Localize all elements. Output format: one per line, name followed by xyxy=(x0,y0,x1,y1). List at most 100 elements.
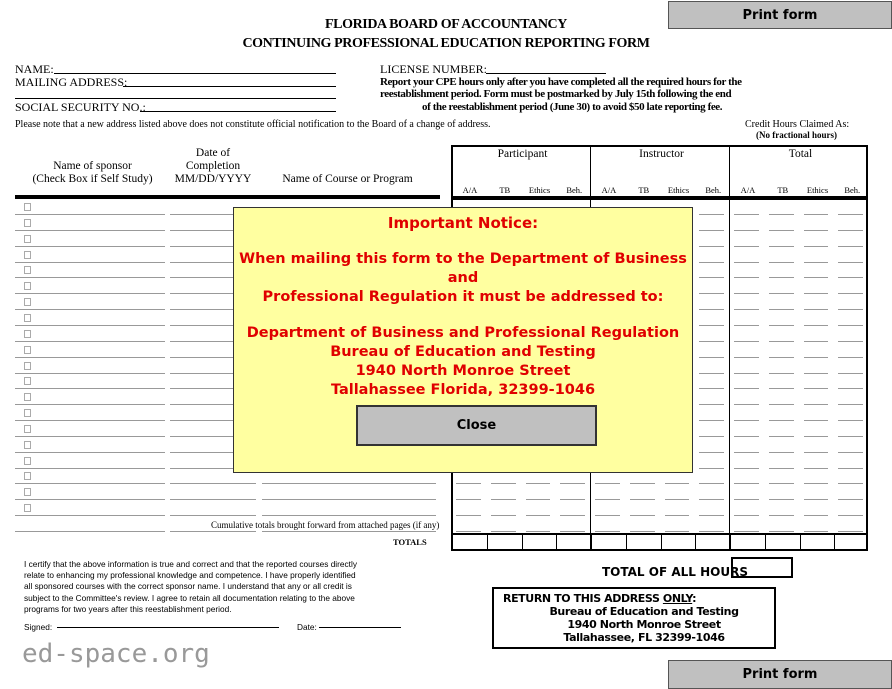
hours-field[interactable] xyxy=(768,214,794,215)
sponsor-field[interactable] xyxy=(15,261,165,263)
sponsor-field[interactable] xyxy=(15,451,165,453)
totals-cell[interactable] xyxy=(591,535,626,551)
hours-field[interactable] xyxy=(699,309,724,311)
totals-cell[interactable] xyxy=(764,535,800,551)
sponsor-field[interactable] xyxy=(15,404,165,406)
hours-field[interactable] xyxy=(734,404,759,406)
hours-field[interactable] xyxy=(699,515,724,517)
hours-field[interactable] xyxy=(768,420,794,422)
hours-field[interactable] xyxy=(664,531,690,532)
totals-cell[interactable] xyxy=(799,535,835,551)
hours-field[interactable] xyxy=(768,404,794,406)
totals-cell[interactable] xyxy=(625,535,661,551)
sponsor-field[interactable] xyxy=(15,388,165,390)
self-study-checkbox[interactable] xyxy=(24,250,31,259)
hours-field[interactable] xyxy=(768,340,794,342)
date-field[interactable] xyxy=(170,356,256,358)
hours-field[interactable] xyxy=(803,404,829,406)
hours-field[interactable] xyxy=(629,499,655,501)
hours-field[interactable] xyxy=(734,372,759,374)
hours-field[interactable] xyxy=(838,388,863,390)
hours-field[interactable] xyxy=(699,229,724,231)
sponsor-field[interactable] xyxy=(15,293,165,295)
hours-field[interactable] xyxy=(595,483,620,485)
self-study-checkbox[interactable] xyxy=(24,504,31,513)
course-field[interactable] xyxy=(262,499,436,501)
hours-field[interactable] xyxy=(664,483,690,485)
hours-field[interactable] xyxy=(734,261,759,263)
sponsor-field[interactable] xyxy=(15,356,165,358)
date-field[interactable] xyxy=(170,420,256,422)
date-field[interactable] xyxy=(170,340,256,342)
course-field[interactable] xyxy=(262,483,436,485)
hours-field[interactable] xyxy=(803,451,829,453)
hours-field[interactable] xyxy=(699,372,724,374)
print-form-button-top[interactable]: Print form xyxy=(668,1,892,29)
hours-field[interactable] xyxy=(838,324,863,326)
self-study-checkbox[interactable] xyxy=(24,409,31,418)
hours-field[interactable] xyxy=(734,531,759,532)
hours-field[interactable] xyxy=(734,388,759,390)
hours-field[interactable] xyxy=(803,261,829,263)
date-field[interactable] xyxy=(170,499,256,501)
hours-field[interactable] xyxy=(699,293,724,295)
self-study-checkbox[interactable] xyxy=(24,218,31,227)
sponsor-field[interactable] xyxy=(15,309,165,311)
sponsor-field[interactable] xyxy=(15,229,165,231)
totals-cell[interactable] xyxy=(486,535,522,551)
hours-field[interactable] xyxy=(629,531,655,532)
self-study-checkbox[interactable] xyxy=(24,203,31,211)
hours-field[interactable] xyxy=(664,499,690,501)
hours-field[interactable] xyxy=(803,388,829,390)
hours-field[interactable] xyxy=(803,531,829,532)
hours-field[interactable] xyxy=(629,515,655,517)
hours-field[interactable] xyxy=(734,467,759,469)
hours-field[interactable] xyxy=(803,229,829,231)
date-field[interactable] xyxy=(170,372,256,374)
hours-field[interactable] xyxy=(838,229,863,231)
total-all-hours-field[interactable] xyxy=(731,557,793,578)
mailing-address-field[interactable] xyxy=(123,86,336,87)
hours-field[interactable] xyxy=(768,229,794,231)
hours-field[interactable] xyxy=(734,309,759,311)
hours-field[interactable] xyxy=(803,467,829,469)
hours-field[interactable] xyxy=(734,515,759,517)
hours-field[interactable] xyxy=(456,531,481,532)
hours-field[interactable] xyxy=(803,435,829,437)
sponsor-field[interactable] xyxy=(15,372,165,374)
hours-field[interactable] xyxy=(560,531,585,532)
totals-cell[interactable] xyxy=(452,535,487,551)
hours-field[interactable] xyxy=(664,515,690,517)
hours-field[interactable] xyxy=(595,515,620,517)
sponsor-field[interactable] xyxy=(15,435,165,437)
hours-field[interactable] xyxy=(734,483,759,485)
hours-field[interactable] xyxy=(838,261,863,263)
sponsor-field[interactable] xyxy=(15,245,165,247)
hours-field[interactable] xyxy=(699,435,724,437)
totals-cell[interactable] xyxy=(834,535,869,551)
date-field[interactable] xyxy=(170,515,256,517)
hours-field[interactable] xyxy=(490,531,516,532)
hours-field[interactable] xyxy=(803,420,829,422)
self-study-checkbox[interactable] xyxy=(24,393,31,402)
hours-field[interactable] xyxy=(803,245,829,247)
hours-field[interactable] xyxy=(734,435,759,437)
self-study-checkbox[interactable] xyxy=(24,313,31,322)
hours-field[interactable] xyxy=(838,309,863,311)
hours-field[interactable] xyxy=(734,356,759,358)
hours-field[interactable] xyxy=(768,531,794,532)
date-field[interactable] xyxy=(170,245,256,247)
hours-field[interactable] xyxy=(768,451,794,453)
hours-field[interactable] xyxy=(768,483,794,485)
hours-field[interactable] xyxy=(838,214,863,215)
totals-cell[interactable] xyxy=(695,535,730,551)
sponsor-field[interactable] xyxy=(15,324,165,326)
hours-field[interactable] xyxy=(699,214,724,215)
sponsor-field[interactable] xyxy=(15,483,165,485)
hours-field[interactable] xyxy=(734,245,759,247)
sponsor-field[interactable] xyxy=(15,420,165,422)
hours-field[interactable] xyxy=(768,309,794,311)
hours-field[interactable] xyxy=(490,499,516,501)
hours-field[interactable] xyxy=(456,499,481,501)
self-study-checkbox[interactable] xyxy=(24,377,31,386)
